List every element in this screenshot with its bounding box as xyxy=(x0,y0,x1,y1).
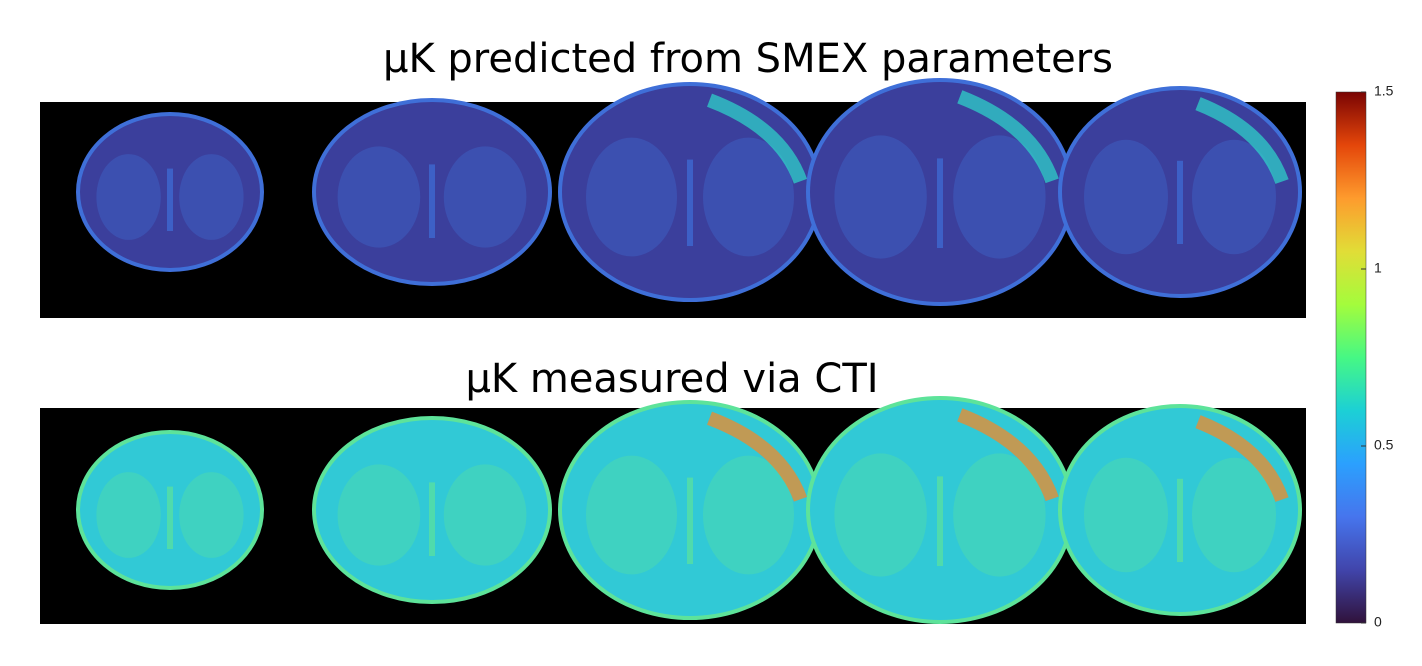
colorbar-ticks: 0 0.5 1 1.5 xyxy=(1361,83,1394,630)
brain-lobe xyxy=(1084,457,1168,573)
midline xyxy=(167,168,173,231)
tick-label: 0.5 xyxy=(1374,437,1394,453)
brain-lobe xyxy=(443,464,527,566)
midline xyxy=(937,476,943,566)
brain-lobe xyxy=(703,137,794,257)
midline xyxy=(937,158,943,248)
brain-lobe xyxy=(1192,139,1276,255)
midline xyxy=(1177,160,1183,244)
midline xyxy=(167,486,173,549)
brain-lobe xyxy=(443,146,527,248)
panel-title: μK predicted from SMEX parameters xyxy=(383,36,1113,82)
tick-label: 0 xyxy=(1374,614,1382,630)
cortex-highlight xyxy=(707,411,808,502)
midline xyxy=(687,159,693,246)
brain-lobe xyxy=(96,154,161,240)
cortex-highlight xyxy=(957,90,1059,184)
brain-lobe xyxy=(1192,457,1276,573)
midline xyxy=(429,482,435,556)
colorbar xyxy=(1335,91,1367,624)
panel-title: μK measured via CTI xyxy=(465,356,878,402)
brain-lobe xyxy=(953,135,1046,259)
midline xyxy=(429,164,435,238)
cortex-highlight xyxy=(1195,97,1289,185)
brain-slices xyxy=(76,78,1302,624)
cortex-highlight xyxy=(707,93,808,184)
brain-lobe xyxy=(834,135,927,259)
midline xyxy=(1177,478,1183,562)
brain-lobe xyxy=(953,453,1046,577)
brain-lobe xyxy=(179,472,244,558)
tick-label: 1.5 xyxy=(1374,83,1394,99)
brain-lobe xyxy=(703,455,794,575)
cortex-highlight xyxy=(1195,415,1289,503)
midline xyxy=(687,477,693,564)
brain-lobe xyxy=(834,453,927,577)
brain-lobe xyxy=(586,455,677,575)
brain-lobe xyxy=(337,464,421,566)
brain-lobe xyxy=(586,137,677,257)
cortex-highlight xyxy=(957,408,1059,502)
brain-lobe xyxy=(1084,139,1168,255)
brain-lobe xyxy=(96,472,161,558)
tick-label: 1 xyxy=(1374,260,1382,276)
brain-lobe xyxy=(179,154,244,240)
brain-lobe xyxy=(337,146,421,248)
